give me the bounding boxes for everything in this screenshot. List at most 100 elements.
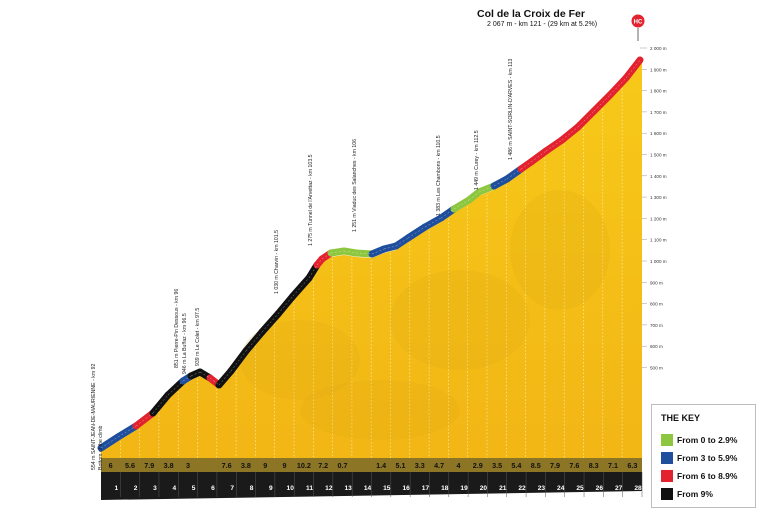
profile-segment-highlight [292, 277, 310, 297]
segment-gradient-label: 8.5 [531, 461, 541, 470]
profile-segment-red [590, 91, 614, 115]
profile-segment-highlight [316, 258, 323, 266]
landmark-label: 1 251 m Viaduc des Salanches - km 106 [352, 139, 358, 232]
km-marker-label: 15 [383, 485, 391, 492]
km-marker-label: 4 [172, 485, 176, 492]
profile-segment-black [274, 292, 297, 318]
landmark-label: 1 275 m Tunnel de l'Arvettaz - km 103.5 [308, 154, 314, 246]
km-marker-label: 16 [402, 485, 410, 492]
altitude-tick-label: 1 200 m [650, 216, 667, 221]
landmark-label: 851 m Pierre-Pin Dessous - km 96 [174, 289, 180, 368]
altitude-tick-label: 2 000 m [650, 46, 667, 51]
profile-segment-highlight [424, 217, 442, 228]
segment-gradient-label: 3.8 [241, 461, 251, 470]
km-marker-label: 10 [287, 485, 295, 492]
summit-badge: HC [630, 13, 646, 41]
segment-gradient-label: 3.3 [415, 461, 425, 470]
altitude-tick-label: 1 800 m [650, 89, 667, 94]
profile-segment-highlight [506, 168, 522, 180]
segment-gradient-label: 1.4 [376, 461, 386, 470]
km-marker-label: 17 [422, 485, 430, 492]
profile-segment-highlight [218, 370, 232, 386]
km-marker-label: 12 [325, 485, 333, 492]
altitude-tick-label: 1 300 m [650, 195, 667, 200]
altitude-tick-label: 1 500 m [650, 153, 667, 158]
profile-segment-highlight [230, 350, 247, 372]
profile-segment-red [622, 56, 644, 82]
landmark-label: 939 m Le Colet - km 97.5 [195, 308, 201, 366]
segment-gradient-label: 7.9 [144, 461, 154, 470]
profile-segment-highlight [407, 226, 426, 239]
landmark-label: 1 383 m Les Chambons - km 110.5 [436, 135, 442, 216]
landmark-sublabel: Bottom of the climb [98, 425, 104, 470]
km-marker-label: 27 [615, 485, 623, 492]
profile-segment-highlight [530, 150, 547, 163]
summit-category-badge: HC [634, 20, 643, 26]
segment-gradient-label: 5.6 [125, 461, 135, 470]
km-marker-label: 2 [134, 485, 138, 492]
segment-gradient-label: 7.1 [608, 461, 618, 470]
km-marker-label: 18 [441, 485, 449, 492]
km-marker-label: 11 [306, 485, 313, 492]
legend-label: From 0 to 2.9% [677, 435, 738, 445]
profile-segment-highlight [135, 412, 154, 427]
profile-segment-highlight [117, 425, 137, 438]
profile-segment-highlight [199, 371, 211, 379]
profile-segment-red [574, 107, 598, 131]
km-marker-label: 6 [211, 485, 215, 492]
blue-swatch [661, 452, 673, 464]
landmark-labels: 554 m SAINT-JEAN-DE-MAURIENNE - km 92 Bot… [91, 58, 514, 470]
km-marker-label: 23 [538, 485, 546, 492]
legend-item-3-5-9: From 3 to 5.9% [661, 452, 737, 464]
landmark-label: 554 m SAINT-JEAN-DE-MAURIENNE - km 92 [91, 364, 97, 470]
profile-segment-highlight [308, 264, 318, 279]
segment-gradient-label: 6.3 [627, 461, 637, 470]
km-marker-label: 5 [192, 485, 196, 492]
profile-segment-highlight [182, 375, 192, 382]
altitude-tick-label: 1 400 m [650, 174, 667, 179]
terrain-relief [510, 190, 610, 310]
legend-item-6-8-9: From 6 to 8.9% [661, 470, 737, 482]
altitude-scale: 2 000 m 1 900 m 1 800 m 1 700 m 1 600 m 1 500… [640, 46, 667, 371]
altitude-tick-label: 1 600 m [650, 131, 667, 136]
terrain-silhouette [101, 60, 642, 476]
landmark-label: 1 486 m SAINT-SORLIN-D'ARVES - km 113 [508, 58, 514, 160]
profile-segment-highlight [545, 139, 563, 152]
segment-gradient-label: 5.1 [395, 461, 405, 470]
segment-gradient-label: 9 [263, 461, 267, 470]
terrain-relief [390, 270, 530, 370]
terrain-relief [300, 380, 460, 440]
segment-gradient-label: 3.5 [492, 461, 502, 470]
segment-gradient-label: 4 [456, 461, 460, 470]
segment-gradient-label: 8.3 [589, 461, 599, 470]
km-marker-label: 26 [596, 485, 604, 492]
profile-segment-black [149, 391, 172, 417]
legend-key: THE KEY From 0 to 2.9% From 3 to 5.9% Fr… [651, 404, 756, 508]
altitude-tick-label: 800 m [650, 302, 663, 307]
kilometre-base-band: 6 5.6 7.9 3.8 3 7.6 3.8 9 9 10.2 7.2 0.7 1.4 5.1 3.3 4.… [101, 458, 643, 500]
profile-segment-highlight [493, 178, 508, 187]
legend-item-9-plus: From 9% [661, 488, 713, 500]
profile-segment-highlight [209, 377, 220, 386]
segment-gradient-label: 7.9 [550, 461, 560, 470]
km-marker-label: 3 [153, 485, 157, 492]
km-marker-label: 9 [269, 485, 273, 492]
summit-title: Col de la Croix de Fer [477, 8, 585, 20]
gradient-profile-line [97, 56, 644, 452]
black-swatch [661, 488, 673, 500]
segment-gradient-label: 3 [186, 461, 190, 470]
altitude-tick-label: 1 900 m [650, 67, 667, 72]
altitude-tick-label: 1 700 m [650, 110, 667, 115]
km-marker-label: 21 [499, 485, 507, 492]
segment-gradient-label: 4.7 [434, 461, 444, 470]
segment-gradient-label: 7.6 [222, 461, 232, 470]
profile-segment-highlight [440, 208, 455, 219]
km-marker-label: 24 [557, 485, 565, 492]
segment-gradient-label: 2.9 [473, 461, 483, 470]
landmark-label: 1 030 m Charvin - km 101.5 [274, 230, 280, 294]
km-marker-label: 19 [460, 485, 468, 492]
profile-segment-highlight [453, 199, 470, 210]
green-swatch [661, 434, 673, 446]
segment-gradient-label: 6 [109, 461, 113, 470]
